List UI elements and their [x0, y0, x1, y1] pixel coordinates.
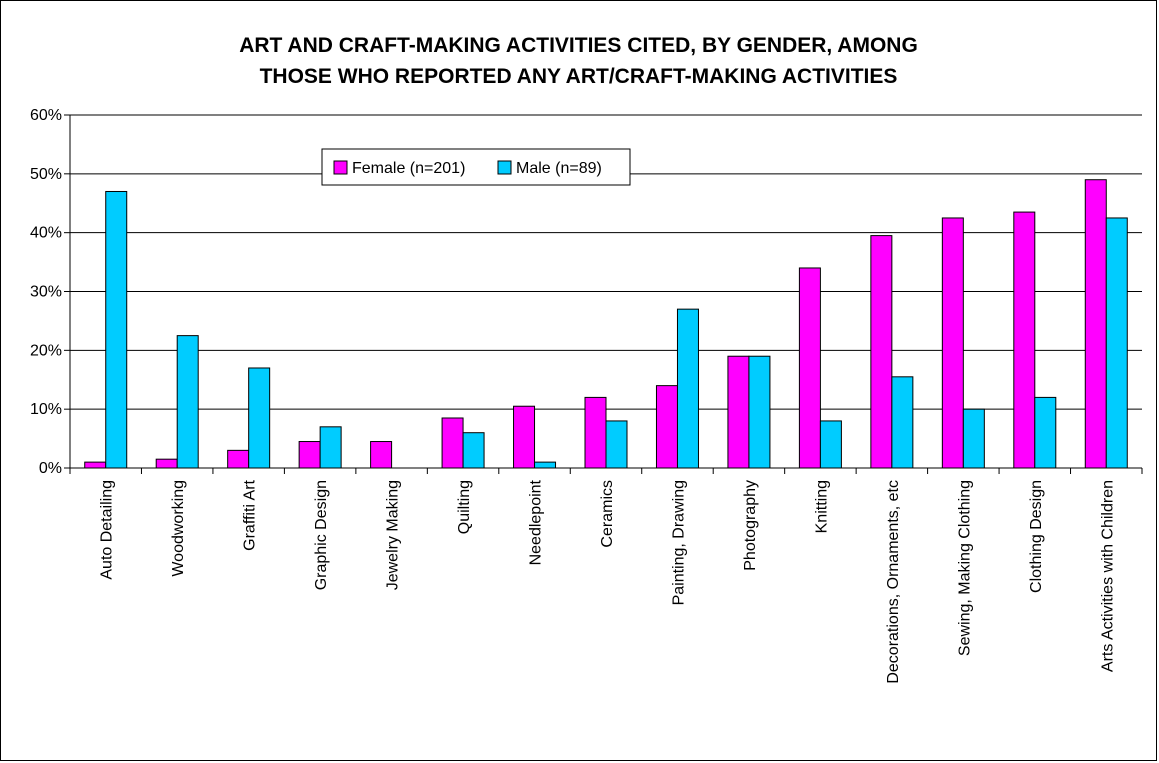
legend-label-female: Female (n=201) — [352, 160, 465, 177]
bar-male-7 — [605, 420, 628, 469]
chart-title: ART AND CRAFT-MAKING ACTIVITIES CITED, B… — [0, 30, 1157, 92]
x-category-label: Ceramics — [599, 480, 616, 548]
x-category-label: Graphic Design — [313, 480, 330, 590]
bar-male-9 — [748, 355, 771, 469]
bar-male-10 — [819, 420, 842, 469]
y-tick-label: 0% — [39, 460, 62, 477]
bars — [84, 179, 1128, 469]
chart-title-line-2: THOSE WHO REPORTED ANY ART/CRAFT-MAKING … — [259, 65, 898, 88]
x-category-label: Quilting — [456, 480, 473, 534]
bar-female-1 — [155, 458, 178, 469]
y-tick-label: 50% — [30, 166, 62, 183]
legend-box — [321, 148, 631, 186]
x-category-label: Knitting — [813, 480, 830, 533]
x-category-label: Clothing Design — [1028, 480, 1045, 593]
bar-male-8 — [676, 308, 699, 469]
bar-male-11 — [891, 376, 914, 469]
x-category-label: Jewelry Making — [385, 480, 402, 590]
bar-male-0 — [105, 190, 128, 469]
chart-title-line-1: ART AND CRAFT-MAKING ACTIVITIES CITED, B… — [239, 34, 918, 57]
bar-female-7 — [584, 396, 607, 469]
bar-male-5 — [462, 432, 485, 469]
bar-female-12 — [941, 217, 964, 469]
bar-male-2 — [248, 367, 271, 469]
x-axis-labels: Auto Detailing Woodworking Graffiti Art Gra… — [99, 479, 1117, 683]
bar-female-6 — [513, 405, 536, 469]
bar-female-14 — [1084, 179, 1107, 469]
bar-female-9 — [727, 355, 750, 469]
bar-female-8 — [655, 385, 678, 469]
x-category-label: Auto Detailing — [99, 480, 116, 580]
bar-female-10 — [798, 267, 821, 469]
legend-label-male: Male (n=89) — [516, 160, 602, 177]
bar-female-3 — [298, 441, 321, 469]
y-tick-label: 40% — [30, 225, 62, 242]
y-tick-label: 30% — [30, 284, 62, 301]
x-category-label: Arts Activities with Children — [1099, 480, 1116, 672]
x-category-label: Painting, Drawing — [670, 480, 687, 605]
legend: Female (n=201) Male (n=89) — [321, 148, 631, 186]
bar-male-12 — [962, 408, 985, 469]
legend-swatch-female — [333, 160, 348, 175]
bar-male-3 — [319, 426, 342, 469]
bar-male-14 — [1105, 217, 1128, 469]
y-tick-label: 20% — [30, 342, 62, 359]
axes — [69, 115, 1143, 474]
bar-female-13 — [1013, 211, 1036, 469]
bar-male-13 — [1034, 396, 1057, 469]
bar-male-6 — [534, 461, 557, 469]
bar-female-5 — [441, 417, 464, 469]
bar-female-0 — [84, 461, 107, 469]
bar-male-1 — [176, 335, 199, 469]
bar-female-2 — [227, 449, 250, 469]
x-category-label: Decorations, Ornaments, etc — [885, 480, 902, 684]
x-category-label: Sewing, Making Clothing — [956, 480, 973, 656]
x-category-label: Woodworking — [170, 480, 187, 577]
y-tick-label: 10% — [30, 401, 62, 418]
bar-female-4 — [370, 441, 393, 469]
x-category-label: Graffiti Art — [242, 479, 259, 550]
y-tick-label: 60% — [30, 107, 62, 124]
y-axis-ticks: 0% 10% 20% 30% 40% 50% 60% — [30, 107, 70, 477]
x-category-label: Photography — [742, 480, 759, 571]
legend-swatch-male — [497, 160, 512, 175]
x-category-label: Needlepoint — [528, 479, 545, 565]
bar-female-11 — [870, 235, 893, 469]
